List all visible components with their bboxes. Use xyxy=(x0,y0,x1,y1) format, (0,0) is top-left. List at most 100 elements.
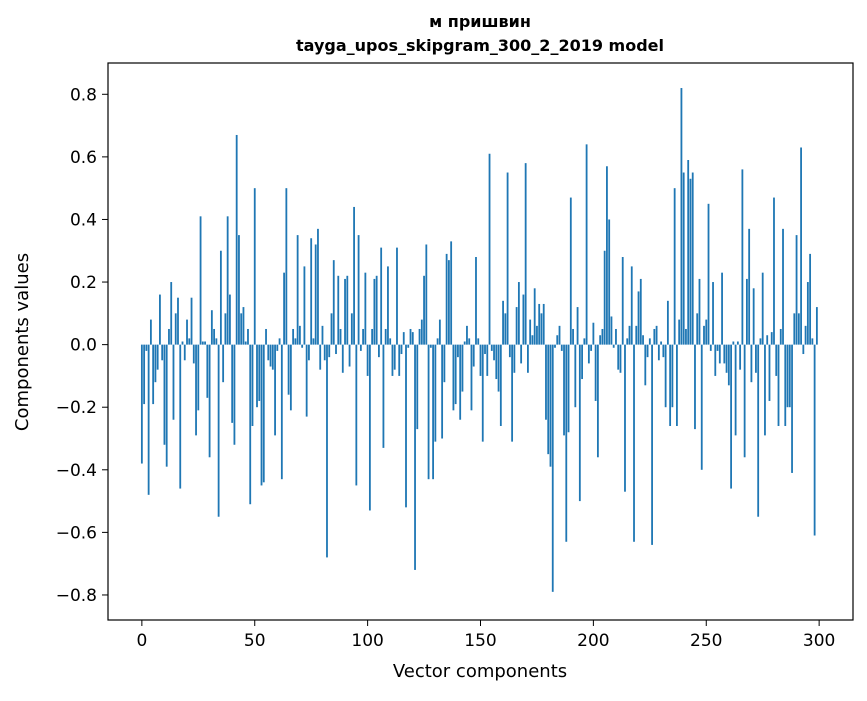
bar xyxy=(725,344,728,373)
bar xyxy=(644,344,647,386)
bar xyxy=(806,282,809,345)
bar xyxy=(393,344,396,370)
bar xyxy=(511,344,514,442)
bar xyxy=(224,313,227,345)
bar xyxy=(204,341,206,345)
bar xyxy=(603,250,606,345)
bar xyxy=(217,344,220,517)
bar xyxy=(366,344,369,376)
bar xyxy=(750,344,753,383)
bar xyxy=(581,344,583,380)
bar xyxy=(229,294,231,345)
bar xyxy=(669,344,672,426)
bar xyxy=(301,344,304,348)
bar xyxy=(504,313,507,345)
bar xyxy=(788,344,791,408)
x-tick-label: 300 xyxy=(803,631,835,651)
bar xyxy=(461,344,464,392)
bar xyxy=(664,344,667,408)
bar xyxy=(745,278,748,345)
x-axis-label: Vector components xyxy=(393,661,567,682)
bar xyxy=(490,344,493,351)
bar xyxy=(615,328,617,345)
bar xyxy=(305,344,308,417)
x-tick-label: 50 xyxy=(244,631,266,651)
bar xyxy=(326,344,328,558)
bar xyxy=(721,272,723,345)
bar xyxy=(804,325,807,345)
bar xyxy=(391,344,394,376)
bar xyxy=(416,344,419,430)
bar xyxy=(477,338,480,345)
bar xyxy=(533,288,536,345)
bar xyxy=(283,272,285,345)
bar xyxy=(362,328,365,345)
bar xyxy=(592,322,595,345)
bar xyxy=(565,344,568,542)
bar xyxy=(445,253,448,345)
bar xyxy=(727,344,730,386)
bar xyxy=(353,206,355,345)
bar xyxy=(599,335,602,345)
bar xyxy=(434,344,437,442)
bar xyxy=(407,344,410,348)
bar xyxy=(274,344,276,436)
bar xyxy=(470,344,473,411)
bar xyxy=(741,169,744,345)
bar xyxy=(524,163,527,345)
bar xyxy=(610,316,613,345)
bar xyxy=(800,147,802,345)
bar xyxy=(332,260,335,345)
bar xyxy=(145,344,148,351)
bar xyxy=(233,344,236,445)
bar xyxy=(653,328,656,345)
bar xyxy=(308,344,310,361)
bar xyxy=(269,344,272,367)
bar xyxy=(784,344,787,426)
bar xyxy=(676,344,678,426)
bar xyxy=(563,344,565,436)
bar xyxy=(249,344,252,505)
bar xyxy=(267,344,270,361)
bar xyxy=(253,188,256,345)
bar xyxy=(168,328,170,345)
bar xyxy=(344,278,346,345)
bar xyxy=(247,328,249,345)
bar xyxy=(287,344,290,395)
bar xyxy=(235,134,238,345)
bar xyxy=(764,344,766,436)
bar xyxy=(425,244,428,345)
bar xyxy=(181,341,184,345)
bar xyxy=(755,344,757,373)
bar xyxy=(515,307,518,345)
bar xyxy=(346,275,349,345)
bar xyxy=(418,328,421,345)
y-tick-label: 0.8 xyxy=(70,85,97,105)
bar xyxy=(251,344,254,426)
y-tick-label: −0.8 xyxy=(56,586,97,606)
bar xyxy=(791,344,793,473)
bar xyxy=(312,338,315,345)
y-tick-label: 0.0 xyxy=(70,336,97,356)
bar xyxy=(454,344,457,405)
bar xyxy=(143,344,146,405)
bar xyxy=(463,341,466,345)
bar xyxy=(472,344,475,367)
bar xyxy=(213,328,216,345)
bar xyxy=(759,338,762,345)
bar xyxy=(262,344,265,483)
bar xyxy=(493,344,495,361)
bar xyxy=(642,335,644,345)
bar xyxy=(423,275,425,345)
y-tick-label: 0.4 xyxy=(70,210,97,230)
bar xyxy=(208,344,211,458)
bar xyxy=(558,325,561,345)
bar xyxy=(520,344,523,364)
bar xyxy=(466,325,468,345)
bar xyxy=(527,344,529,373)
bar xyxy=(364,272,367,345)
bar xyxy=(547,344,550,455)
bar xyxy=(222,344,225,383)
bar xyxy=(596,344,599,458)
